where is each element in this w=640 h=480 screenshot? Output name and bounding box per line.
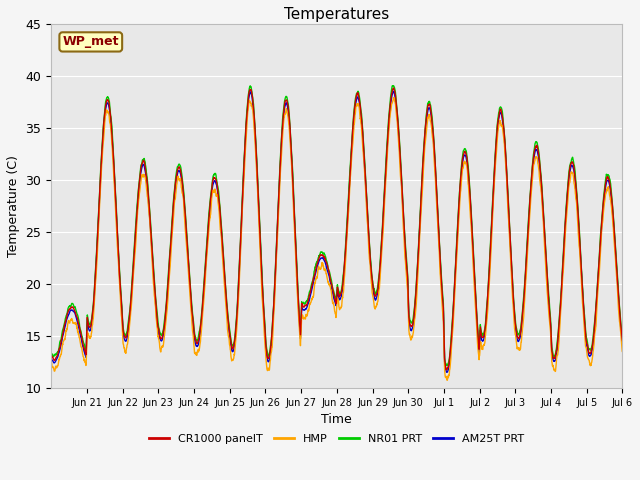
Line: CR1000 panelT: CR1000 panelT (51, 88, 623, 370)
HMP (541, 262, 549, 268)
Line: AM25T PRT: AM25T PRT (51, 91, 623, 372)
Line: HMP: HMP (51, 97, 623, 380)
AM25T PRT (47, 356, 55, 361)
CR1000 panelT (611, 236, 619, 242)
CR1000 panelT (371, 293, 379, 299)
AM25T PRT (619, 340, 627, 346)
HMP (444, 377, 451, 383)
NR01 PRT (47, 350, 55, 356)
AM25T PRT (228, 346, 236, 352)
NR01 PRT (388, 83, 396, 89)
NR01 PRT (228, 340, 236, 346)
CR1000 panelT (104, 97, 112, 103)
AM25T PRT (443, 370, 451, 375)
HMP (228, 357, 236, 363)
CR1000 panelT (390, 85, 397, 91)
CR1000 panelT (541, 246, 549, 252)
Text: WP_met: WP_met (63, 36, 119, 48)
HMP (611, 248, 619, 253)
NR01 PRT (611, 233, 619, 239)
AM25T PRT (611, 239, 619, 245)
AM25T PRT (509, 297, 517, 303)
Line: NR01 PRT: NR01 PRT (51, 86, 623, 366)
NR01 PRT (371, 289, 379, 295)
X-axis label: Time: Time (321, 413, 352, 426)
NR01 PRT (444, 363, 451, 369)
CR1000 panelT (228, 343, 236, 348)
NR01 PRT (619, 336, 627, 341)
AM25T PRT (371, 297, 379, 303)
CR1000 panelT (442, 367, 450, 373)
NR01 PRT (541, 243, 549, 249)
Legend: CR1000 panelT, HMP, NR01 PRT, AM25T PRT: CR1000 panelT, HMP, NR01 PRT, AM25T PRT (145, 429, 529, 448)
CR1000 panelT (509, 295, 517, 300)
CR1000 panelT (619, 338, 627, 344)
HMP (371, 306, 379, 312)
HMP (509, 305, 517, 311)
Y-axis label: Temperature (C): Temperature (C) (7, 156, 20, 257)
AM25T PRT (390, 88, 397, 94)
HMP (619, 349, 627, 355)
Title: Temperatures: Temperatures (284, 7, 389, 22)
HMP (47, 356, 55, 361)
HMP (390, 95, 397, 100)
HMP (104, 109, 112, 115)
AM25T PRT (541, 251, 549, 256)
AM25T PRT (104, 101, 112, 107)
NR01 PRT (104, 95, 112, 101)
NR01 PRT (509, 292, 517, 298)
CR1000 panelT (47, 353, 55, 359)
